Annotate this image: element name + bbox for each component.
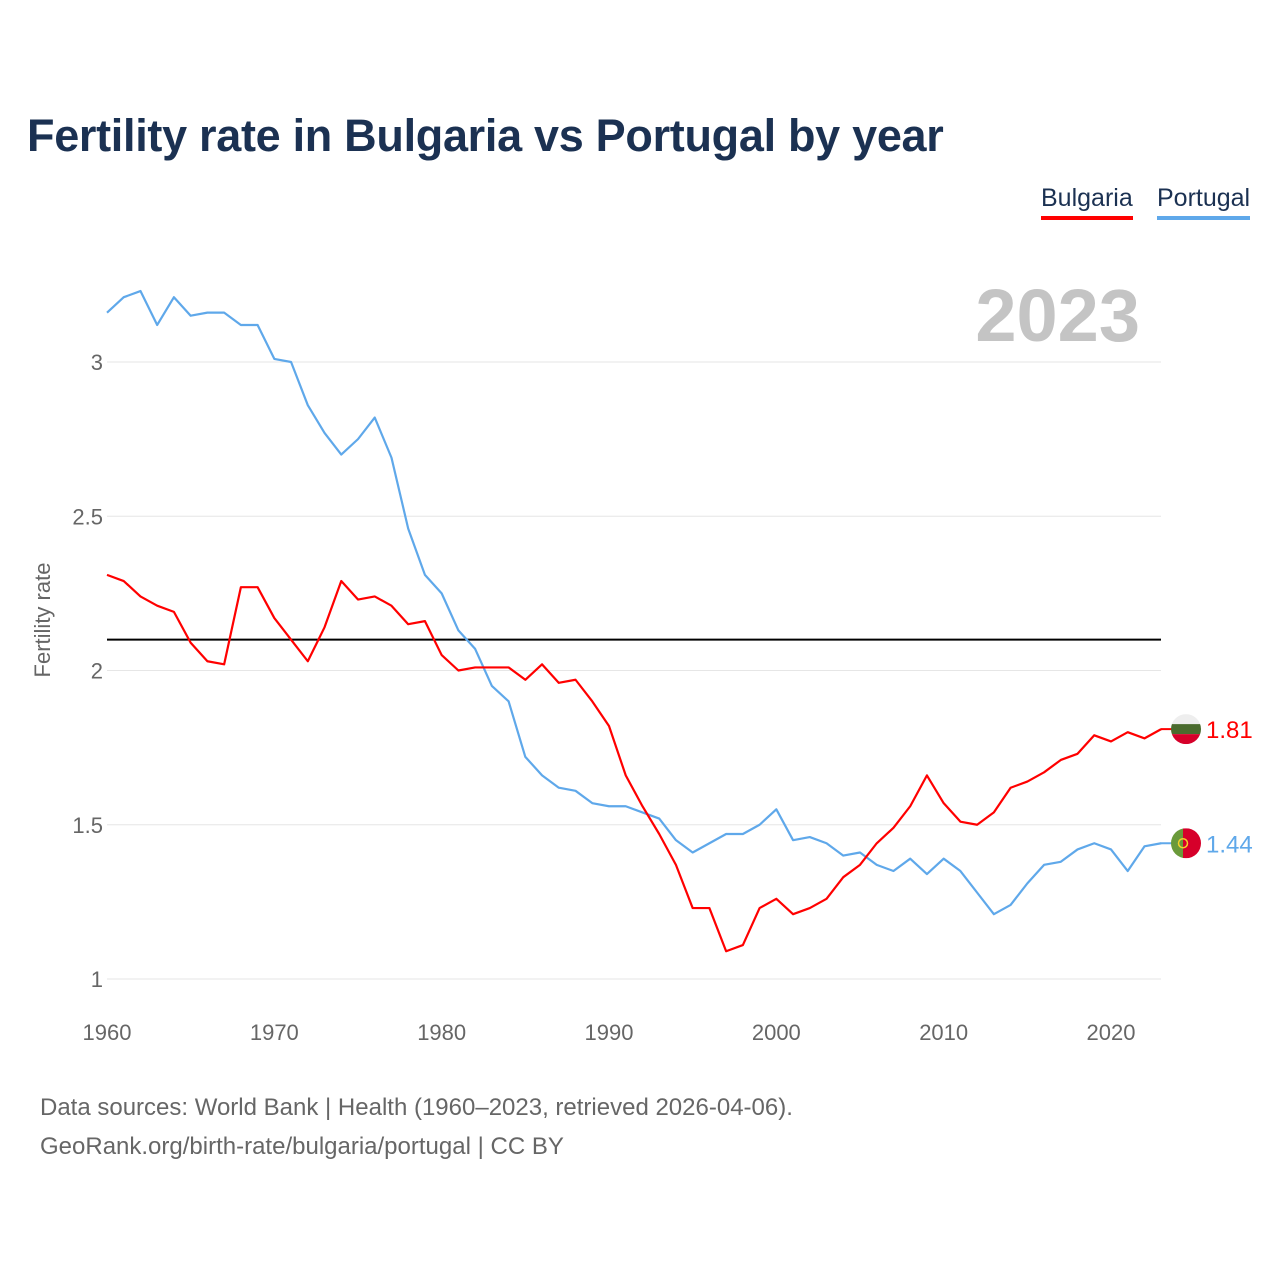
- y-tick-label: 1.5: [72, 813, 103, 838]
- chart-title: Fertility rate in Bulgaria vs Portugal b…: [27, 110, 944, 161]
- y-tick-label: 2.5: [72, 504, 103, 529]
- flag-body: [1171, 714, 1201, 745]
- x-tick-label: 1980: [417, 1020, 466, 1045]
- x-tick-label: 2020: [1087, 1020, 1136, 1045]
- end-value-label: 1.44: [1206, 831, 1253, 858]
- y-tick-label: 3: [91, 350, 103, 375]
- legend-item-bulgaria[interactable]: Bulgaria: [1041, 184, 1133, 220]
- flag-stripe-white: [1171, 714, 1201, 725]
- x-tick-label: 2000: [752, 1020, 801, 1045]
- y-tick-label: 2: [91, 659, 103, 684]
- sources-line: Data sources: World Bank | Health (1960–…: [40, 1094, 793, 1121]
- x-tick-label: 1990: [585, 1020, 634, 1045]
- flag-emblem: [1177, 838, 1189, 849]
- x-tick-label: 1970: [250, 1020, 299, 1045]
- y-tick-label: 1: [91, 967, 103, 992]
- y-axis-label: Fertility rate: [30, 563, 55, 678]
- year-label: 2023: [975, 274, 1140, 357]
- data-sources: Data sources: World Bank | Health (1960–…: [40, 1088, 793, 1166]
- source-link[interactable]: GeoRank.org/birth-rate/bulgaria/portugal…: [40, 1133, 564, 1160]
- flag-field-red: [1183, 828, 1201, 859]
- end-value-label: 1.81: [1206, 717, 1253, 744]
- series-line-bulgaria: [106, 573, 1162, 953]
- legend-item-portugal[interactable]: Portugal: [1157, 184, 1251, 220]
- flag-stripe-red: [1171, 734, 1201, 745]
- flag-stripe-green: [1171, 724, 1201, 735]
- x-tick-label: 1960: [83, 1020, 132, 1045]
- portugal-flag-icon: [1171, 828, 1201, 859]
- flag-field-green: [1171, 828, 1183, 859]
- series-line-portugal: [106, 289, 1162, 916]
- x-tick-label: 2010: [919, 1020, 968, 1045]
- flag-body: [1171, 828, 1201, 859]
- bulgaria-flag-icon: [1171, 714, 1201, 745]
